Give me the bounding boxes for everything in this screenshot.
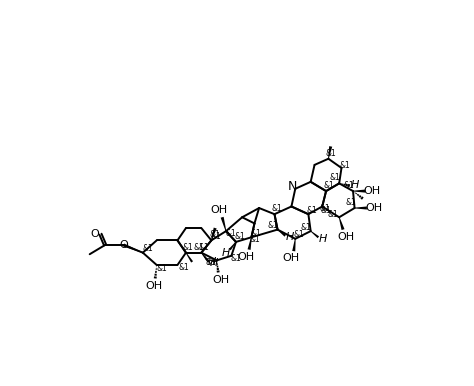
Text: H: H: [210, 259, 218, 268]
Polygon shape: [247, 237, 252, 250]
Text: O: O: [119, 240, 128, 250]
Polygon shape: [353, 190, 365, 193]
Polygon shape: [277, 229, 286, 237]
Text: H: H: [319, 234, 327, 244]
Text: &1: &1: [178, 263, 189, 272]
Text: &1: &1: [307, 206, 318, 215]
Text: &1: &1: [210, 232, 221, 241]
Text: OH: OH: [212, 274, 229, 284]
Text: OH: OH: [337, 232, 355, 242]
Polygon shape: [186, 252, 193, 262]
Polygon shape: [123, 244, 143, 253]
Text: &1: &1: [321, 206, 331, 215]
Polygon shape: [292, 239, 296, 251]
Text: H: H: [222, 248, 230, 258]
Text: &1: &1: [301, 223, 311, 232]
Text: &1: &1: [268, 221, 278, 230]
Text: OH: OH: [145, 281, 162, 291]
Text: H: H: [208, 257, 216, 267]
Text: &1: &1: [209, 230, 220, 239]
Text: &1: &1: [142, 244, 153, 253]
Text: &1: &1: [340, 161, 351, 170]
Text: OH: OH: [237, 252, 255, 262]
Text: &1: &1: [183, 243, 194, 252]
Text: O: O: [91, 229, 100, 239]
Text: &1: &1: [320, 204, 331, 213]
Polygon shape: [211, 228, 217, 240]
Text: OH: OH: [365, 203, 383, 213]
Polygon shape: [310, 231, 319, 238]
Text: &1: &1: [157, 264, 167, 273]
Text: &1: &1: [205, 258, 216, 267]
Text: &1: &1: [294, 230, 304, 239]
Text: &1: &1: [323, 181, 334, 190]
Text: &1: &1: [346, 198, 356, 207]
Text: &1: &1: [250, 235, 261, 244]
Text: OH: OH: [210, 205, 228, 215]
Polygon shape: [221, 217, 227, 231]
Text: OH: OH: [283, 253, 300, 263]
Text: &1: &1: [198, 243, 209, 252]
Text: &1: &1: [194, 243, 204, 252]
Text: &1: &1: [344, 181, 355, 190]
Text: N: N: [288, 180, 297, 193]
Text: &1: &1: [325, 149, 336, 158]
Polygon shape: [328, 146, 332, 159]
Polygon shape: [229, 242, 237, 251]
Text: &1: &1: [272, 204, 282, 213]
Text: &1: &1: [231, 254, 241, 262]
Text: &1: &1: [225, 229, 236, 238]
Text: &1: &1: [328, 210, 338, 220]
Text: H: H: [350, 180, 359, 190]
Polygon shape: [201, 252, 209, 261]
Text: &1: &1: [330, 173, 341, 182]
Text: &1: &1: [251, 229, 261, 238]
Polygon shape: [355, 207, 367, 210]
Text: OH: OH: [364, 186, 381, 196]
Polygon shape: [339, 217, 345, 230]
Text: &1: &1: [235, 232, 245, 241]
Text: H: H: [286, 232, 294, 242]
